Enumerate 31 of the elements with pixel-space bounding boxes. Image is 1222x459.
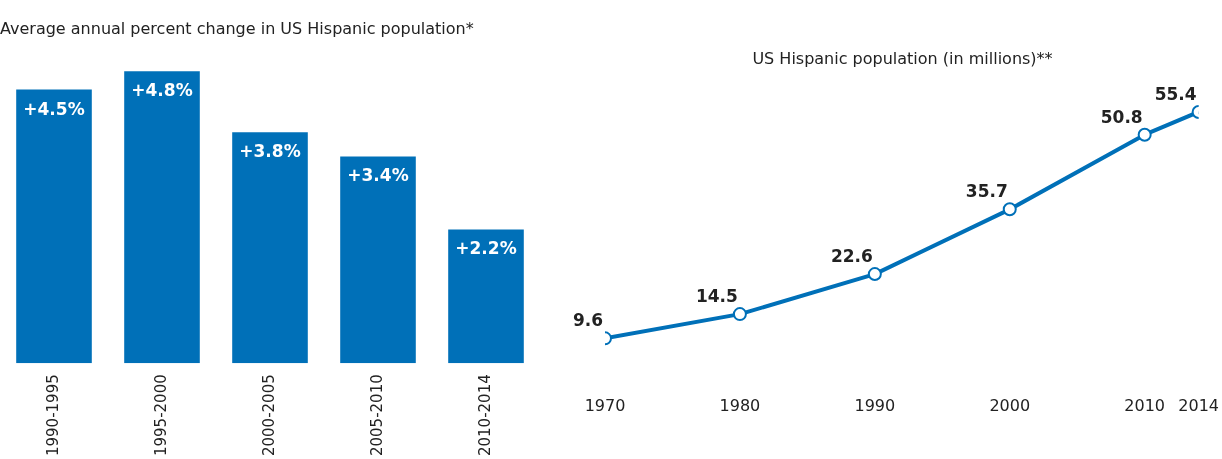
x-tick-label: 2000-2005	[259, 374, 278, 457]
data-label: +4.5%	[23, 98, 85, 119]
point	[1002, 202, 1017, 217]
x-tick-label: 1990-1995	[43, 374, 62, 457]
bar	[340, 156, 416, 364]
data-label: 35.7	[965, 181, 1008, 202]
x-tick-label: 1990	[854, 395, 896, 415]
data-label: 14.5	[695, 286, 738, 307]
x-tick-label: 1970	[584, 395, 626, 415]
data-label: +2.2%	[455, 238, 517, 259]
bar	[124, 71, 200, 364]
x-tick-label: 2014	[1178, 395, 1219, 415]
chart-title: Average annual percent change in US Hispanic population*	[0, 18, 474, 38]
data-label: 50.8	[1100, 106, 1143, 127]
point	[867, 267, 882, 282]
x-tick-label: 2005-2010	[367, 374, 386, 457]
data-label: 55.4	[1154, 83, 1197, 104]
bar	[448, 229, 524, 364]
bar	[16, 89, 92, 364]
data-label: +3.8%	[239, 141, 301, 162]
x-tick-label: 1995-2000	[151, 374, 170, 457]
x-tick-label: 1980	[719, 395, 761, 415]
data-label: +3.4%	[347, 165, 409, 186]
x-tick-label: 2010-2014	[475, 374, 494, 457]
data-label: 9.6	[572, 310, 603, 331]
bar	[232, 132, 308, 364]
x-tick-label: 2000	[989, 395, 1031, 415]
chart-title: US Hispanic population (in millions)**	[752, 48, 1053, 68]
x-tick-label: 2010	[1124, 395, 1166, 415]
data-label: +4.8%	[131, 80, 193, 101]
data-label: 22.6	[830, 246, 873, 266]
